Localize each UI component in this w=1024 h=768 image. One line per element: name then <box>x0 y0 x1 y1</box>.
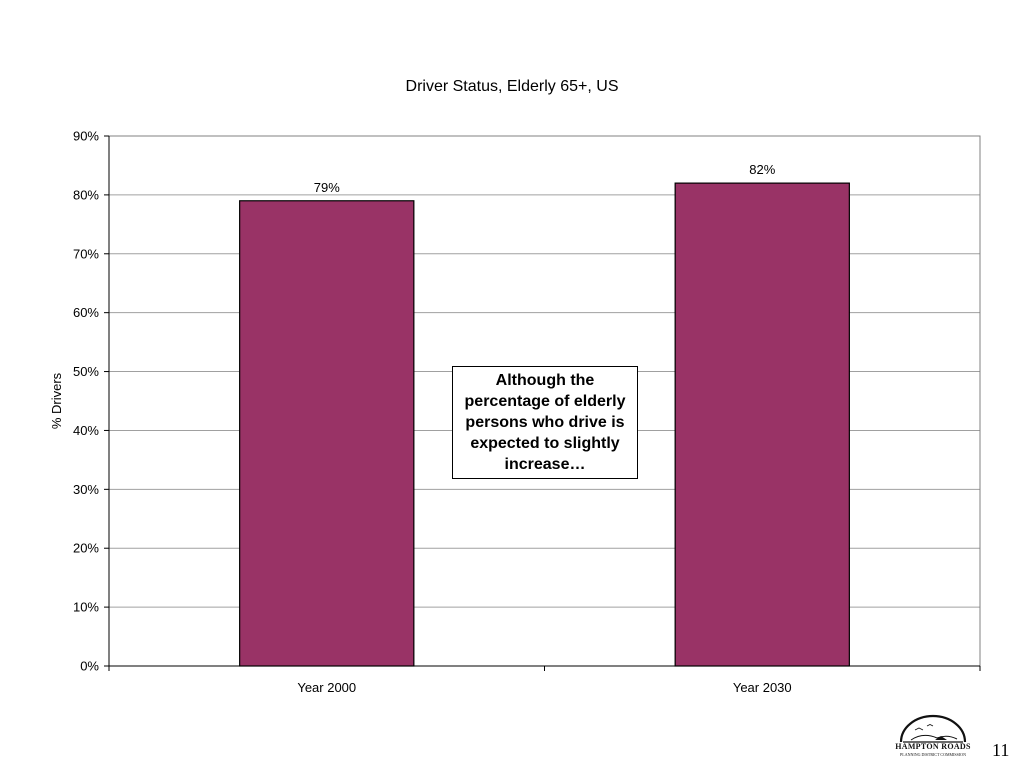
x-tick-label: Year 2030 <box>733 680 792 695</box>
y-tick-label: 0% <box>80 659 99 674</box>
y-tick-label: 20% <box>73 541 99 556</box>
bar-data-label: 79% <box>314 180 340 195</box>
y-tick-label: 10% <box>73 600 99 615</box>
y-tick-label: 50% <box>73 364 99 379</box>
y-tick-label: 90% <box>73 129 99 144</box>
bars: 79% 82% <box>239 162 850 667</box>
chart-title: Driver Status, Elderly 65+, US <box>406 78 619 95</box>
y-tick-label: 40% <box>73 423 99 438</box>
y-axis-title: % Drivers <box>49 372 64 429</box>
hampton-roads-logo-icon <box>899 714 967 743</box>
logo-subtitle: PLANNING DISTRICT COMMISSION <box>900 752 966 757</box>
bar <box>239 200 415 667</box>
annotation-box: Although the percentage of elderly perso… <box>452 366 638 479</box>
slide-number: 11 <box>992 740 1010 760</box>
y-tick-label: 80% <box>73 187 99 202</box>
bar-data-label: 82% <box>749 162 775 177</box>
bar <box>674 182 850 667</box>
y-tick-label: 60% <box>73 305 99 320</box>
y-tick-label: 30% <box>73 482 99 497</box>
x-tick-label: Year 2000 <box>297 680 356 695</box>
logo-name: HAMPTON ROADS <box>895 742 971 751</box>
y-tick-label: 70% <box>73 246 99 261</box>
hampton-roads-logo: HAMPTON ROADS PLANNING DISTRICT COMMISSI… <box>893 714 973 760</box>
axes: 0% 10% 20% 30% 40% 50% 60% 70% 80% 90% Year 2000 Ye… <box>73 129 981 695</box>
